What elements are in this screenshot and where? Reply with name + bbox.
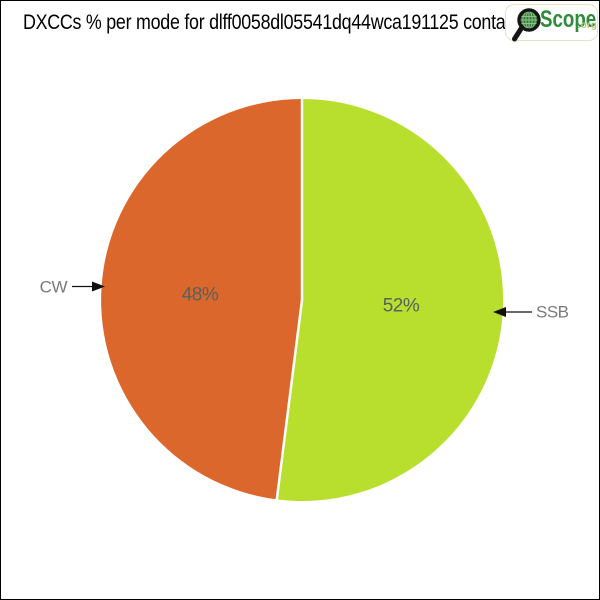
pie-slice-cw	[101, 99, 302, 500]
ssb-arrowhead-icon	[493, 307, 506, 317]
slice-divider-bottom	[275, 299, 304, 500]
chart-title: DXCCs % per mode for dlff0058dl05541dq44…	[23, 11, 529, 34]
magnifier-globe-icon	[512, 8, 541, 42]
label-cw-pct: 48%	[182, 285, 219, 306]
callout-ssb-label: SSB	[536, 303, 569, 322]
callout-cw-label: CW	[40, 278, 68, 297]
label-ssb-pct: 52%	[383, 296, 420, 317]
logo-org-text: .org	[578, 20, 597, 31]
qscope-logo: Scope .org	[505, 4, 598, 42]
logo-scope-text: Scope	[540, 6, 597, 33]
cw-arrowhead-icon	[92, 281, 105, 292]
pie-slice-ssb	[276, 98, 504, 501]
